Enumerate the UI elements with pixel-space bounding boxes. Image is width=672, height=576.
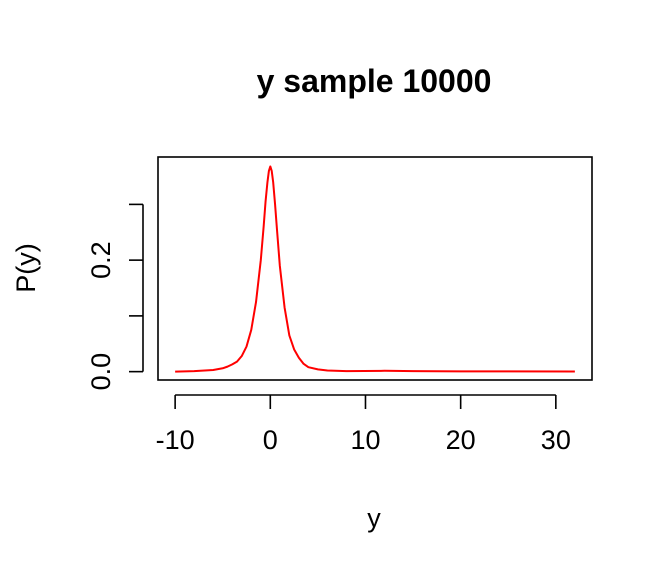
density-line [175, 165, 575, 373]
chart-title: y sample 10000 [257, 63, 492, 99]
y-tick-label: 0.0 [86, 353, 116, 391]
y-tick-label: 0.2 [86, 241, 116, 279]
x-axis: -10 0 10 20 30 [156, 394, 571, 455]
series-layer [175, 165, 575, 373]
x-tick-label: 0 [263, 425, 278, 455]
plot-box [157, 156, 593, 381]
x-tick-label: -10 [156, 425, 195, 455]
x-tick-label: 10 [350, 425, 380, 455]
x-axis-label: y [367, 503, 381, 533]
x-tick-label: 30 [541, 425, 571, 455]
x-tick-label: 20 [446, 425, 476, 455]
y-axis-label: P(y) [11, 243, 41, 293]
y-axis: 0.0 0.2 [86, 203, 144, 391]
